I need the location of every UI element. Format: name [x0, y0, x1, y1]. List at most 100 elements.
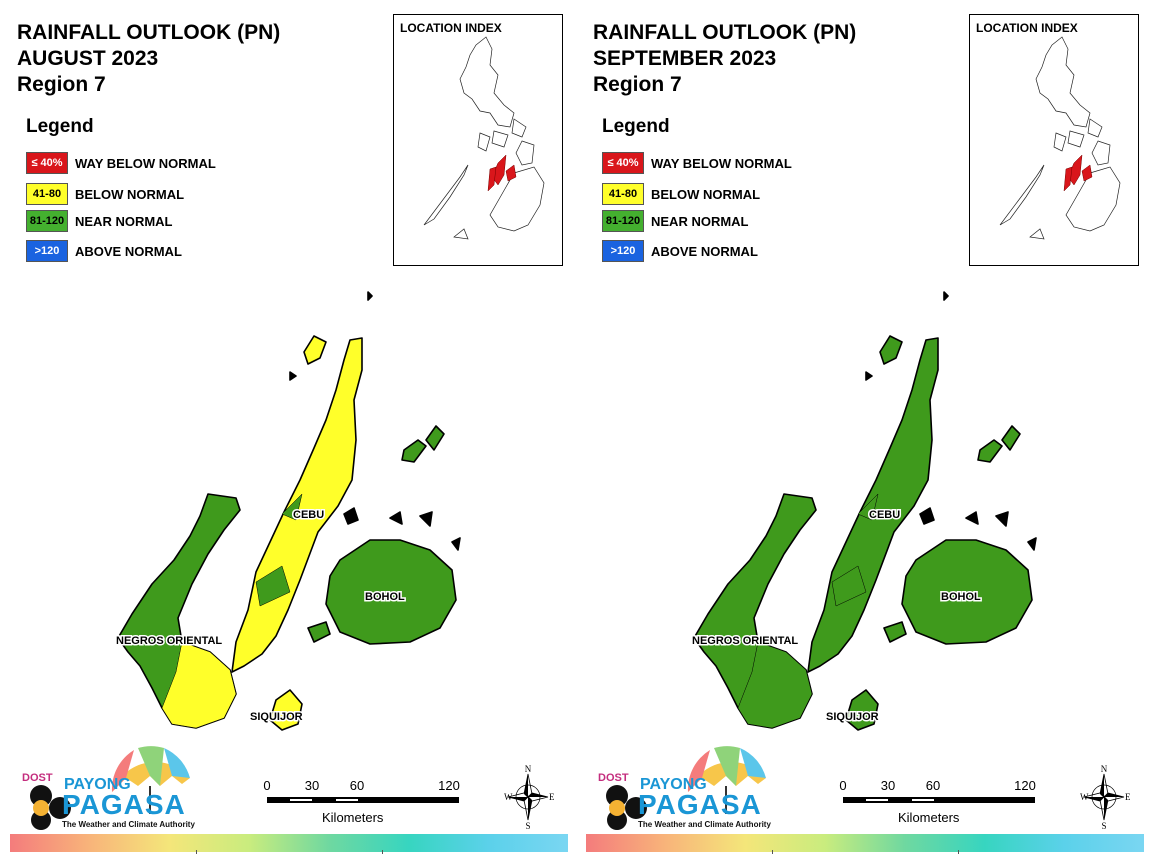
label-siquijor: SIQUIJOR: [826, 711, 879, 723]
region-7-highlight: [487, 154, 517, 192]
pagasa-text: PAGASA: [638, 789, 762, 820]
camotes-islands: [401, 425, 445, 463]
scale-tick: 30: [304, 778, 320, 793]
payong-pagasa-logo: DOST PAYONG PAGASA The Weather and Clima…: [14, 740, 204, 832]
cebu-green-patch: [255, 493, 303, 607]
cebu-green-patch: [831, 493, 879, 607]
compass-n: N: [525, 764, 532, 774]
location-index-title: LOCATION INDEX: [400, 21, 502, 35]
legend-item-near-normal: 81-120 NEAR NORMAL: [26, 210, 173, 232]
label-negros-oriental: NEGROS ORIENTAL: [116, 635, 222, 647]
bohol-province: [325, 539, 457, 645]
compass-s: S: [525, 821, 530, 830]
bantayan-island: [879, 335, 903, 365]
siquijor-province: [845, 689, 879, 731]
legend-item-above-normal: >120 ABOVE NORMAL: [602, 240, 758, 262]
legend-label: WAY BELOW NORMAL: [651, 155, 792, 171]
scale-tick: 0: [263, 778, 271, 793]
legend-label: ABOVE NORMAL: [651, 243, 758, 259]
negros-south-zone: [161, 641, 237, 729]
payong-text: PAYONG: [64, 776, 131, 793]
compass-e: E: [549, 792, 554, 802]
philippines-outline-map: [423, 36, 545, 240]
legend-swatch: 81-120: [26, 210, 68, 232]
legend-label: BELOW NORMAL: [75, 186, 185, 202]
legend-item-below-normal: 41-80 BELOW NORMAL: [602, 183, 760, 205]
legend-item-near-normal: 81-120 NEAR NORMAL: [602, 210, 749, 232]
compass-w: W: [504, 792, 513, 802]
region-map: CEBU BOHOL NEGROS ORIENTAL SIQUIJOR: [115, 291, 461, 731]
september-outlook-panel: RAINFALL OUTLOOK (PN) SEPTEMBER 2023 Reg…: [576, 0, 1152, 864]
footer-color-strip: [586, 834, 1144, 854]
scale-bar-graphic: [267, 797, 459, 803]
region-map: CEBU BOHOL NEGROS ORIENTAL SIQUIJOR: [691, 291, 1037, 731]
title-region: Region 7: [593, 73, 682, 96]
umbrella-icon: [30, 746, 190, 830]
legend-label: ABOVE NORMAL: [75, 243, 182, 259]
label-cebu: CEBU: [293, 509, 324, 521]
legend-label: WAY BELOW NORMAL: [75, 155, 216, 171]
siquijor-province: [269, 689, 303, 731]
title-line-1: RAINFALL OUTLOOK (PN): [17, 21, 281, 44]
camotes-islands: [977, 425, 1021, 463]
scale-tick: 120: [1014, 778, 1036, 793]
label-siquijor: SIQUIJOR: [250, 711, 303, 723]
compass-w: W: [1080, 792, 1089, 802]
title-month: AUGUST 2023: [17, 47, 159, 70]
umbrella-icon: [606, 746, 766, 830]
payong-pagasa-logo: DOST PAYONG PAGASA The Weather and Clima…: [590, 740, 780, 832]
legend-swatch: 41-80: [26, 183, 68, 205]
legend-swatch: >120: [26, 240, 68, 262]
legend-item-way-below-normal: ≤ 40% WAY BELOW NORMAL: [26, 152, 216, 174]
logo-tagline: The Weather and Climate Authority: [62, 820, 195, 829]
scale-tick: 60: [925, 778, 941, 793]
scale-tick: 120: [438, 778, 460, 793]
legend-item-below-normal: 41-80 BELOW NORMAL: [26, 183, 184, 205]
scale-tick: 60: [349, 778, 365, 793]
legend-swatch: ≤ 40%: [26, 152, 68, 174]
dost-text: DOST: [22, 772, 53, 784]
compass-s: S: [1101, 821, 1106, 830]
title-region: Region 7: [17, 73, 106, 96]
scale-bar-graphic: [843, 797, 1035, 803]
legend-swatch: ≤ 40%: [602, 152, 644, 174]
legend-item-above-normal: >120 ABOVE NORMAL: [26, 240, 182, 262]
compass-e: E: [1125, 792, 1130, 802]
legend-swatch: 41-80: [602, 183, 644, 205]
location-index-map: LOCATION INDEX: [393, 14, 563, 266]
logo-tagline: The Weather and Climate Authority: [638, 820, 771, 829]
label-cebu: CEBU: [869, 509, 900, 521]
legend-swatch: 81-120: [602, 210, 644, 232]
location-index-map: LOCATION INDEX: [969, 14, 1139, 266]
legend-label: NEAR NORMAL: [75, 213, 173, 229]
scale-bar: 0 30 60 120 Kilometers: [838, 778, 1048, 838]
location-index-title: LOCATION INDEX: [976, 21, 1078, 35]
bantayan-island: [303, 335, 327, 365]
label-bohol: BOHOL: [365, 591, 405, 603]
pagasa-text: PAGASA: [62, 789, 186, 820]
map-title: RAINFALL OUTLOOK (PN) AUGUST 2023 Region…: [17, 20, 280, 98]
title-line-1: RAINFALL OUTLOOK (PN): [593, 21, 857, 44]
scale-tick: 30: [880, 778, 896, 793]
map-title: RAINFALL OUTLOOK (PN) SEPTEMBER 2023 Reg…: [593, 20, 856, 98]
scale-unit: Kilometers: [322, 810, 384, 825]
label-negros-oriental: NEGROS ORIENTAL: [692, 635, 798, 647]
august-outlook-panel: RAINFALL OUTLOOK (PN) AUGUST 2023 Region…: [10, 14, 568, 854]
legend-swatch: >120: [602, 240, 644, 262]
scale-unit: Kilometers: [898, 810, 960, 825]
philippines-outline-map: [999, 36, 1121, 240]
legend-title: Legend: [602, 116, 670, 137]
scale-tick: 0: [839, 778, 847, 793]
scale-bar: 0 30 60 120 Kilometers: [262, 778, 472, 838]
dost-text: DOST: [598, 772, 629, 784]
footer-color-strip: [10, 834, 568, 854]
bohol-province: [901, 539, 1033, 645]
legend-label: NEAR NORMAL: [651, 213, 749, 229]
negros-south-zone: [737, 641, 813, 729]
label-bohol: BOHOL: [941, 591, 981, 603]
payong-text: PAYONG: [640, 776, 707, 793]
region-7-highlight: [1063, 154, 1093, 192]
legend-label: BELOW NORMAL: [651, 186, 761, 202]
legend-item-way-below-normal: ≤ 40% WAY BELOW NORMAL: [602, 152, 792, 174]
title-month: SEPTEMBER 2023: [593, 47, 777, 70]
